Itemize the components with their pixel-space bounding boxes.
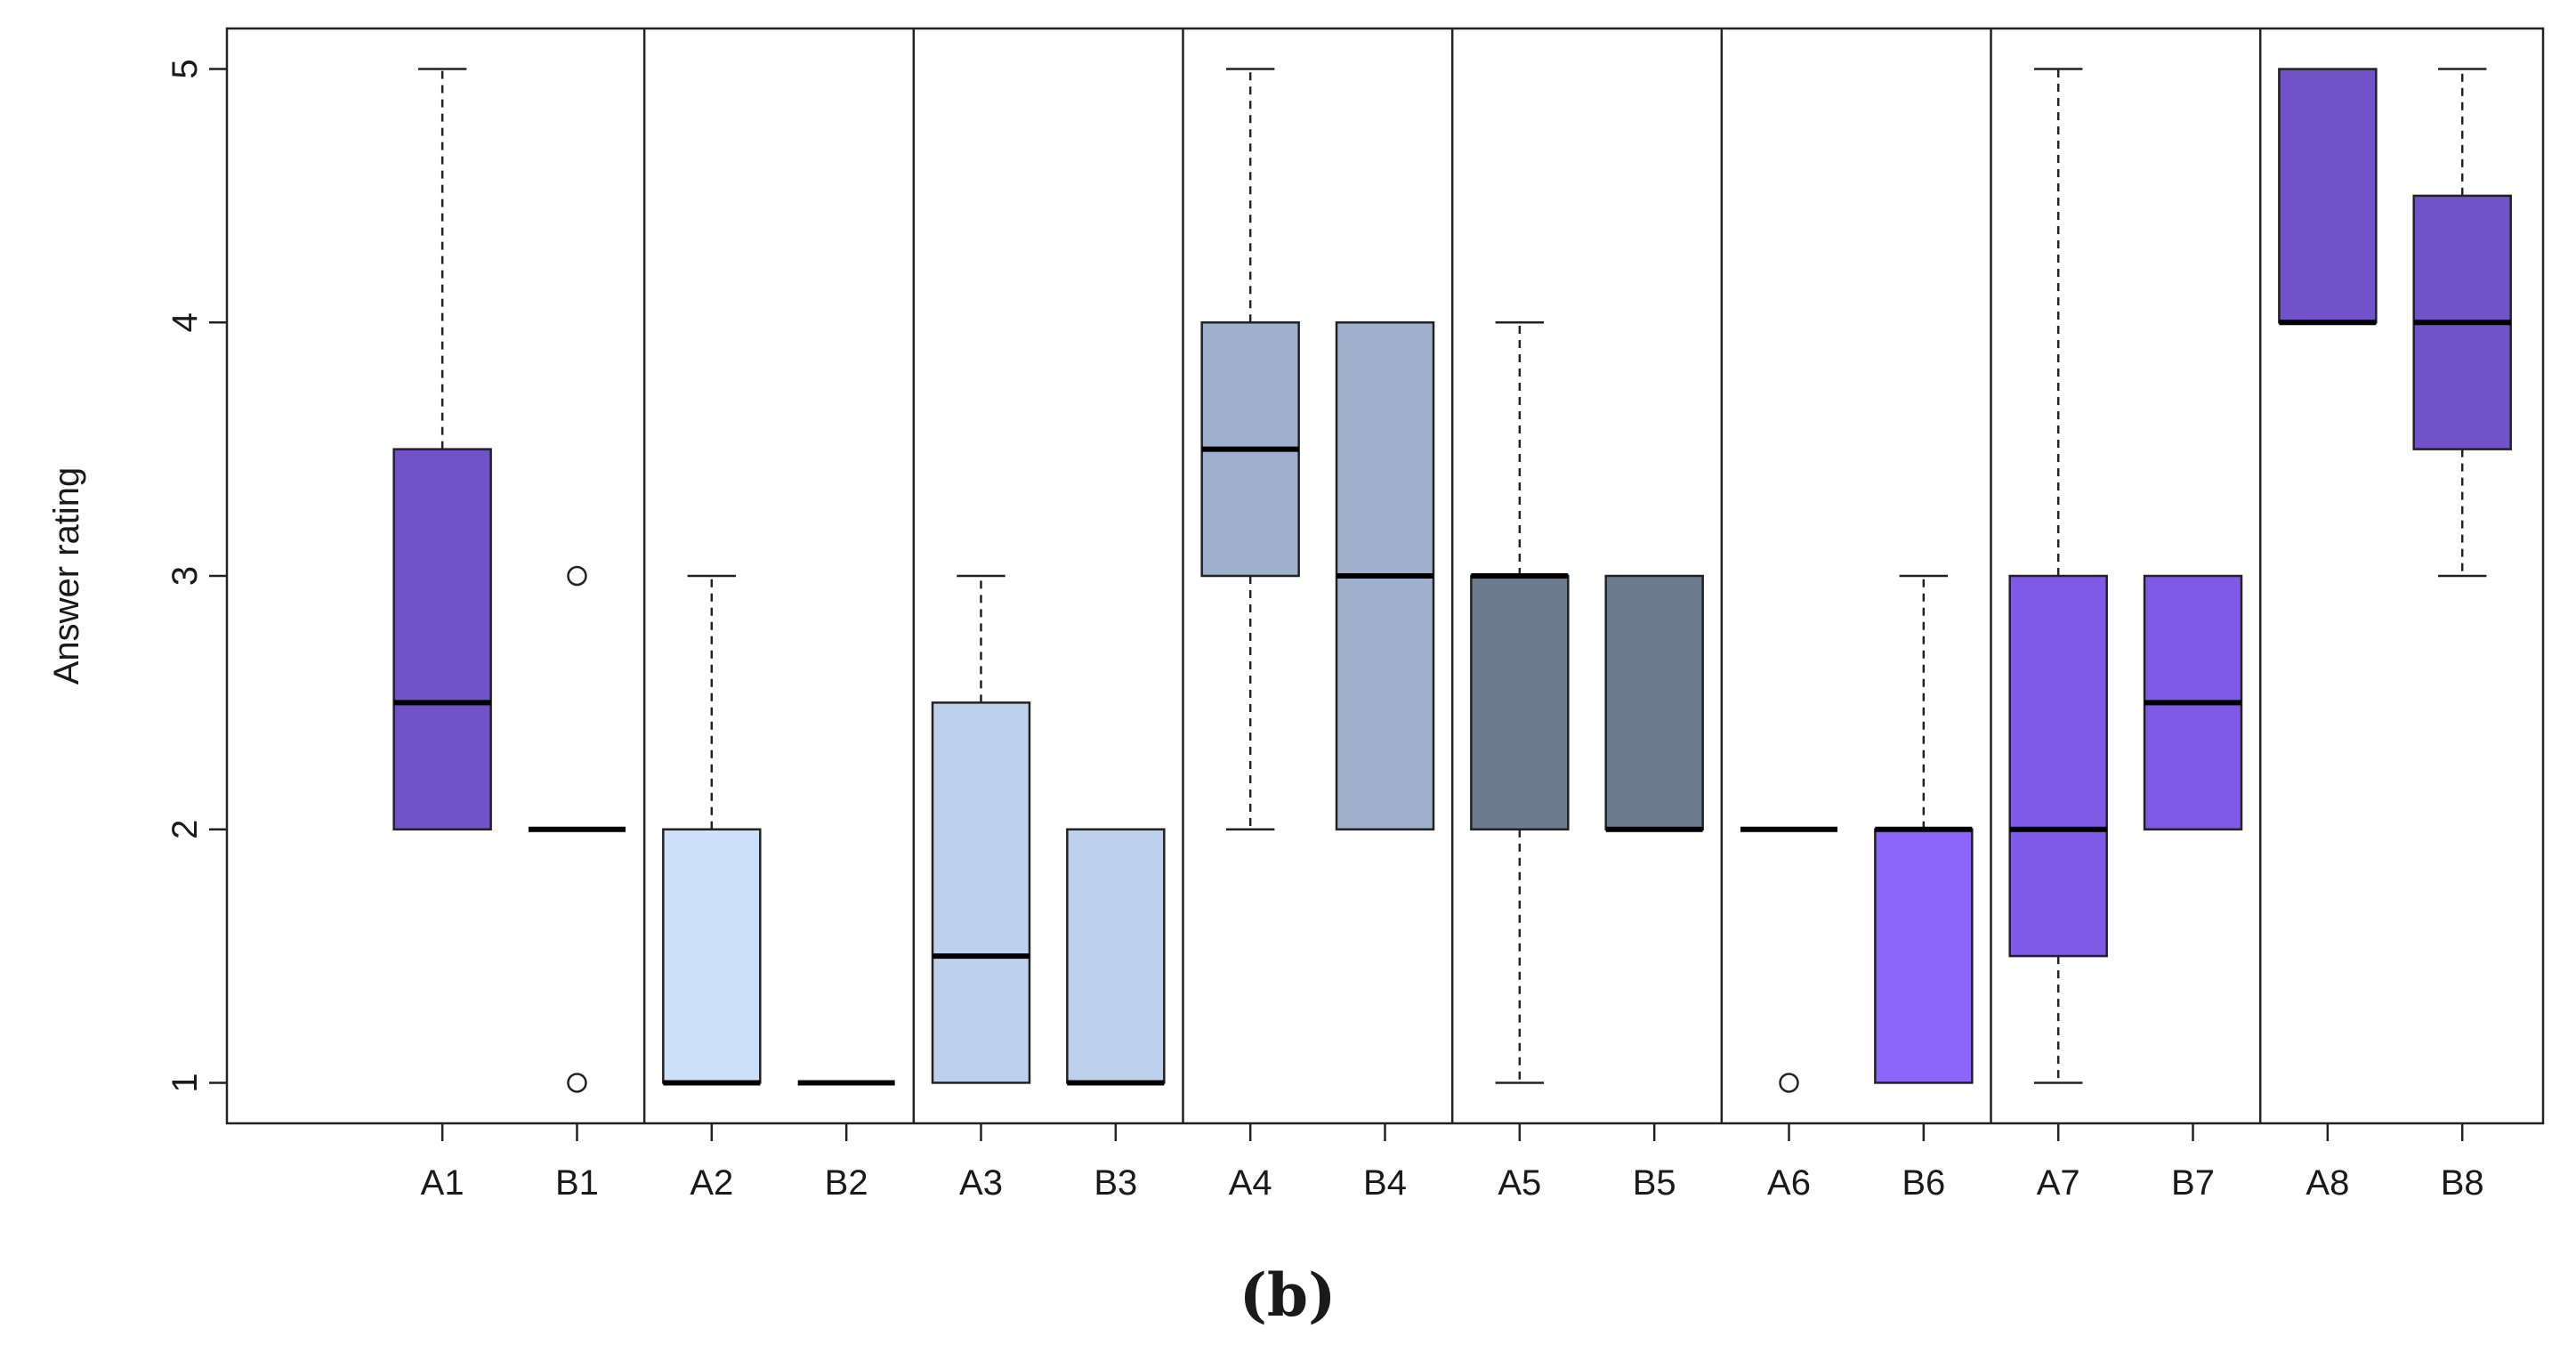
x-tick-label-b6: B6 xyxy=(1902,1163,1945,1203)
medians xyxy=(393,320,2511,1086)
x-tick-label-b3: B3 xyxy=(1094,1163,1137,1203)
figure-caption: (b) xyxy=(1240,1260,1336,1330)
box-a1 xyxy=(392,448,492,830)
x-axis: A1 B1 A2 B2 A3 B3 A4 B4 A5 B5 A6 B6 A7 B7 A8 B8 xyxy=(421,1123,2484,1203)
x-tick-label-b4: B4 xyxy=(1363,1163,1407,1203)
outlier-b1-2 xyxy=(567,565,587,587)
box-a8 xyxy=(2278,68,2378,324)
x-tick-label-a1: A1 xyxy=(421,1163,464,1203)
box-a7 xyxy=(2008,574,2108,958)
x-tick-label-a8: A8 xyxy=(2305,1163,2349,1203)
outlier-a6-1 xyxy=(1779,1073,1799,1093)
box-a5 xyxy=(1470,574,1570,830)
x-tick-label-b5: B5 xyxy=(1633,1163,1676,1203)
y-axis-label: Answer rating xyxy=(47,467,86,685)
x-tick-label-b1: B1 xyxy=(555,1163,599,1203)
y-axis: 1 2 3 4 5 xyxy=(166,59,227,1093)
x-tick-label-a7: A7 xyxy=(2037,1163,2080,1203)
outlier-b1-1 xyxy=(567,1073,587,1093)
x-tick-label-b8: B8 xyxy=(2441,1163,2484,1203)
x-tick-label-a2: A2 xyxy=(690,1163,733,1203)
y-tick-label-5: 5 xyxy=(166,59,205,78)
x-tick-label-a6: A6 xyxy=(1767,1163,1811,1203)
group-dividers xyxy=(642,28,2262,1123)
box-a2 xyxy=(662,828,762,1084)
y-tick-label-4: 4 xyxy=(166,312,205,332)
box-a3 xyxy=(931,701,1031,1084)
x-tick-label-a4: A4 xyxy=(1229,1163,1272,1203)
x-tick-label-a3: A3 xyxy=(959,1163,1003,1203)
y-tick-label-2: 2 xyxy=(166,820,205,839)
outliers xyxy=(567,565,1799,1093)
boxes xyxy=(392,68,2512,1084)
x-tick-label-b2: B2 xyxy=(825,1163,868,1203)
box-b3 xyxy=(1066,828,1166,1084)
y-tick-label-3: 3 xyxy=(166,566,205,586)
x-tick-label-b7: B7 xyxy=(2171,1163,2215,1203)
box-b6 xyxy=(1874,828,1974,1084)
y-tick-label-1: 1 xyxy=(166,1073,205,1092)
x-tick-label-a5: A5 xyxy=(1498,1163,1541,1203)
whiskers xyxy=(417,68,2487,1084)
box-b5 xyxy=(1604,574,1704,830)
